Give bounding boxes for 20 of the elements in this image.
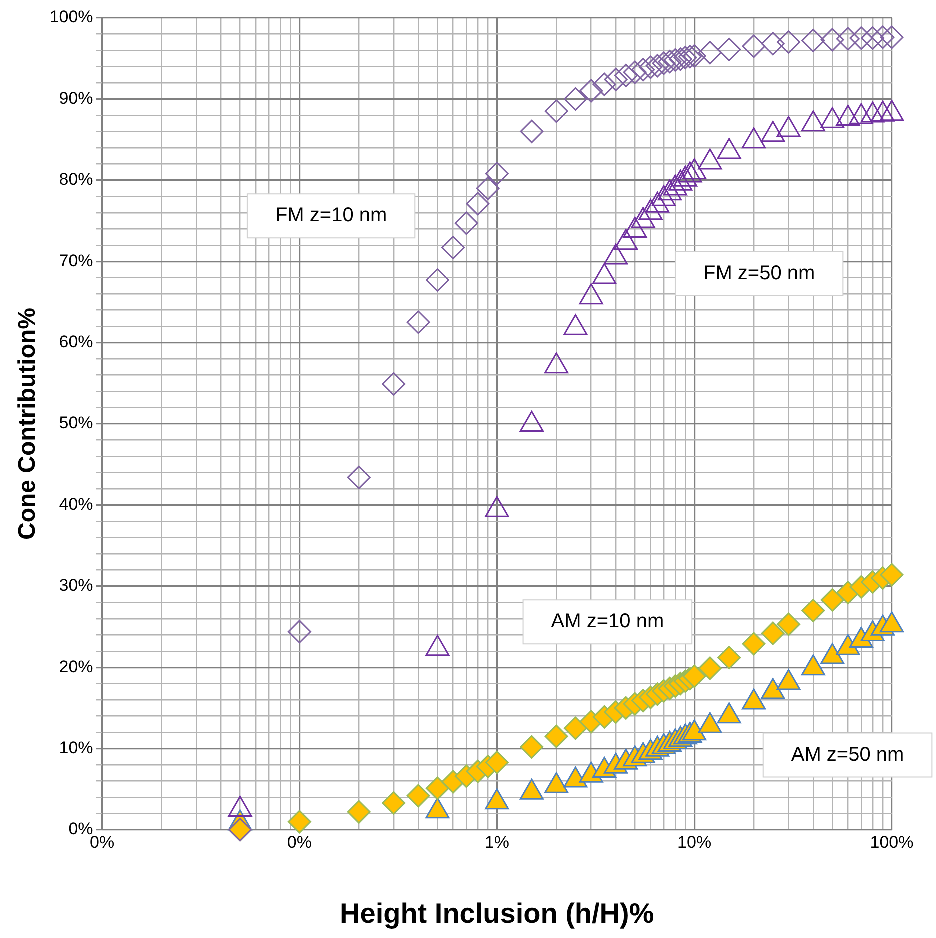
- y-tick-label: 90%: [59, 88, 94, 108]
- y-axis-title: Cone Contribution%: [14, 308, 42, 540]
- y-tick-label: 10%: [59, 738, 94, 758]
- text: AM z=10 nm: [551, 610, 664, 633]
- y-tick-label: 60%: [59, 332, 94, 352]
- x-tick-label: 0%: [287, 832, 312, 852]
- x-tick-label: 100%: [870, 832, 914, 852]
- y-tick-label: 80%: [59, 170, 94, 190]
- y-tick-label: 30%: [59, 576, 94, 596]
- text: FM z=50 nm: [703, 262, 816, 284]
- x-tick-label: 10%: [678, 832, 712, 852]
- x-tick-label: 1%: [484, 832, 510, 852]
- text: FM z=10 nm: [275, 204, 388, 227]
- y-tick-label: 20%: [59, 657, 94, 676]
- y-tick-label: 40%: [59, 494, 94, 514]
- y-tick-label: 100%: [50, 8, 94, 27]
- y-tick-label: 70%: [59, 251, 94, 270]
- y-tick-label: 50%: [59, 414, 94, 433]
- x-axis-title: Height Inclusion (h/H)%: [340, 898, 654, 929]
- text: AM z=50 nm: [791, 744, 904, 766]
